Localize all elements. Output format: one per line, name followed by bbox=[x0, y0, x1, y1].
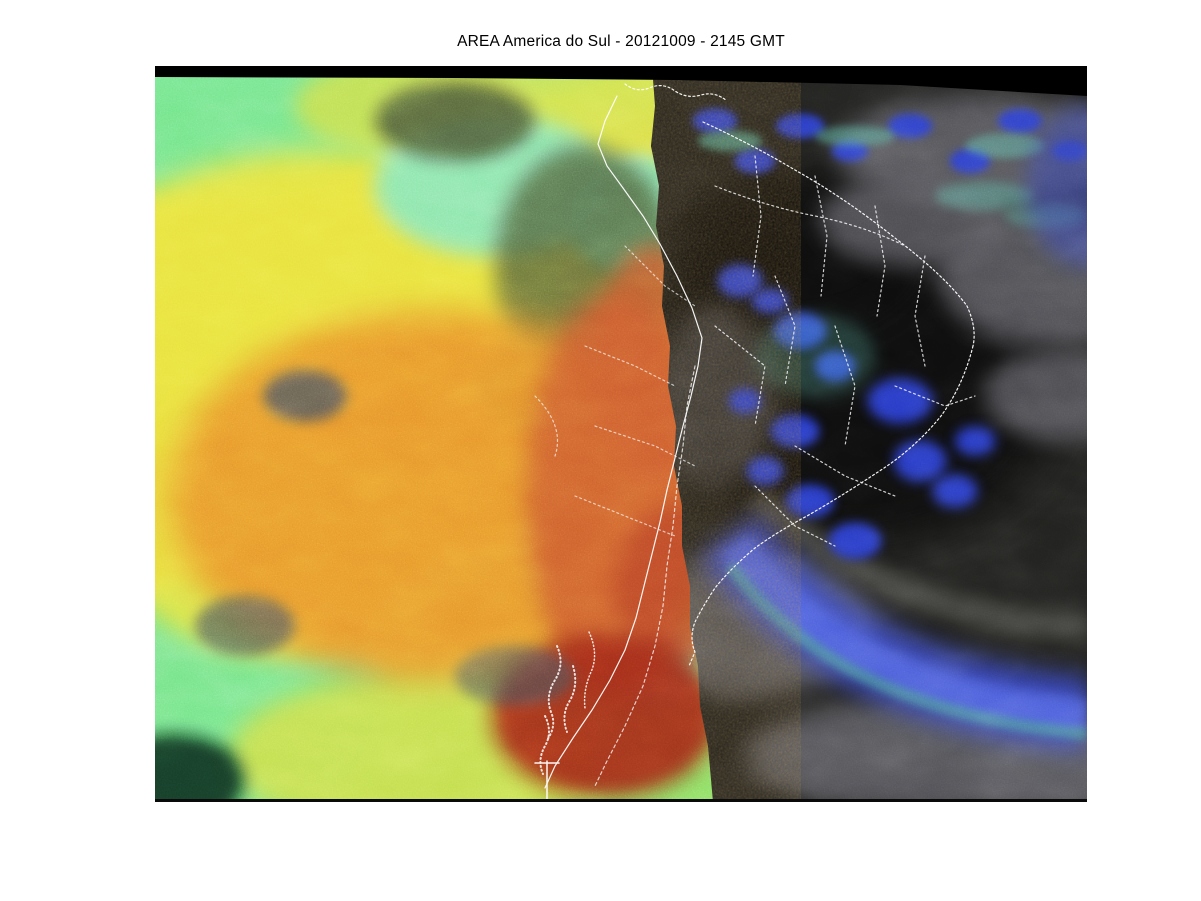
night-side bbox=[595, 66, 1087, 802]
satellite-canvas bbox=[155, 66, 1087, 802]
pacific-coastline bbox=[544, 95, 703, 789]
brazil-state-borders bbox=[714, 155, 976, 547]
north-coast bbox=[624, 83, 728, 102]
terminator-dither bbox=[652, 66, 801, 802]
map-borders-overlay bbox=[534, 83, 976, 801]
image-title: AREA America do Sul - 20121009 - 2145 GM… bbox=[457, 33, 785, 50]
scan-edge-bottom bbox=[155, 799, 1087, 802]
scan-edge-top-bar bbox=[155, 66, 1087, 96]
ground-station-marker bbox=[534, 760, 560, 801]
satellite-image bbox=[155, 66, 1087, 802]
guiana-coast bbox=[702, 121, 975, 347]
andes-border bbox=[594, 365, 696, 787]
fjord-coast-speckle bbox=[539, 631, 596, 775]
west-country-borders bbox=[534, 245, 696, 537]
brazil-east-coast bbox=[688, 345, 974, 667]
